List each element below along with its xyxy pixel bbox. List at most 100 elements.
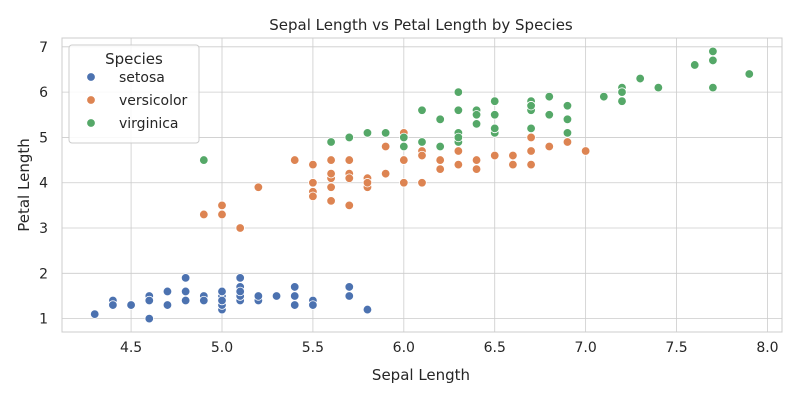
data-point-setosa [126,300,136,310]
data-point-virginica [435,114,445,125]
data-point-versicolor [235,223,245,233]
data-point-setosa [180,295,191,306]
data-point-setosa [162,286,173,297]
data-point-versicolor [490,150,500,161]
data-point-versicolor [417,150,427,161]
legend: Species setosa versicolor virginica [68,44,200,144]
x-axis-label: Sepal Length [372,366,470,384]
data-point-virginica [199,155,209,165]
y-tick-label: 7 [39,40,48,56]
data-point-versicolor [344,200,354,211]
data-point-versicolor [199,209,209,220]
data-point-versicolor [453,146,464,156]
data-point-setosa [271,291,282,301]
data-point-versicolor [380,141,391,152]
data-point-setosa [235,273,245,283]
data-point-versicolor [326,196,336,206]
y-tick-label: 4 [39,176,48,192]
data-point-setosa [108,300,118,310]
data-point-setosa [308,300,318,310]
data-point-setosa [344,282,354,292]
legend-box [68,44,200,144]
legend-marker-setosa [86,72,96,82]
data-point-versicolor [253,182,264,192]
data-point-versicolor [453,159,464,170]
y-tick-label: 5 [39,130,48,146]
data-point-virginica [708,82,718,93]
data-point-versicolor [508,159,518,170]
data-point-versicolor [399,155,409,165]
data-point-virginica [490,110,500,120]
data-point-virginica [635,73,645,84]
data-point-virginica [362,128,373,138]
data-point-virginica [490,123,500,134]
data-point-virginica [708,55,718,66]
data-point-virginica [617,96,627,106]
data-point-versicolor [526,132,536,143]
data-point-setosa [344,291,354,301]
x-tick-label: 8.0 [756,340,778,356]
data-point-virginica [562,114,573,125]
x-tick-label: 7.0 [575,340,597,356]
data-point-versicolor [308,191,318,202]
y-tick-label: 2 [39,266,48,282]
data-point-versicolor [544,141,554,152]
data-point-versicolor [380,168,391,179]
data-point-virginica [526,123,536,134]
data-point-setosa [180,286,191,297]
data-point-virginica [708,46,718,57]
data-point-virginica [344,132,354,143]
tick-labels: 4.5 5.0 5.5 6.0 6.5 7.0 7.5 8.0 1 2 3 4 5 6 7 [39,40,779,356]
data-point-setosa [217,295,227,306]
y-tick-label: 3 [39,221,48,237]
x-tick-label: 6.5 [484,340,506,356]
data-point-virginica [453,132,464,143]
data-point-versicolor [580,146,591,156]
data-points [90,46,754,324]
data-point-versicolor [362,178,373,188]
chart-title: Sepal Length vs Petal Length by Species [269,16,573,34]
data-point-versicolor [344,173,354,183]
data-point-virginica [599,91,609,102]
data-point-setosa [199,295,209,306]
data-point-virginica [471,110,482,120]
y-axis-label: Petal Length [15,138,33,232]
legend-items: setosa versicolor virginica [86,70,188,132]
data-point-versicolor [399,178,409,188]
data-point-versicolor [326,155,336,165]
data-point-versicolor [471,155,482,165]
data-point-setosa [162,300,173,310]
data-point-virginica [417,137,427,147]
data-point-setosa [144,295,154,306]
y-tick-label: 6 [39,85,48,101]
data-point-versicolor [526,146,536,156]
data-point-virginica [453,87,464,97]
legend-label-virginica: virginica [119,116,179,132]
data-point-versicolor [308,178,318,188]
data-point-versicolor [471,164,482,174]
data-point-virginica [471,119,482,129]
x-tick-label: 5.5 [302,340,324,356]
data-point-versicolor [435,164,445,174]
data-point-setosa [290,300,300,310]
x-tick-label: 6.0 [393,340,415,356]
legend-marker-versicolor [86,95,96,105]
data-point-virginica [380,128,391,138]
data-point-virginica [653,82,664,93]
data-point-virginica [544,91,554,102]
data-point-virginica [617,87,627,97]
data-point-virginica [690,60,700,70]
data-point-setosa [362,304,373,315]
data-point-virginica [544,110,554,120]
data-point-virginica [399,132,409,143]
data-point-versicolor [326,168,336,179]
data-point-versicolor [290,155,300,165]
data-point-versicolor [435,155,445,165]
data-point-setosa [290,282,300,292]
y-tick-label: 1 [39,312,48,328]
data-point-virginica [562,128,573,138]
data-point-versicolor [526,159,536,170]
data-point-setosa [253,291,264,301]
